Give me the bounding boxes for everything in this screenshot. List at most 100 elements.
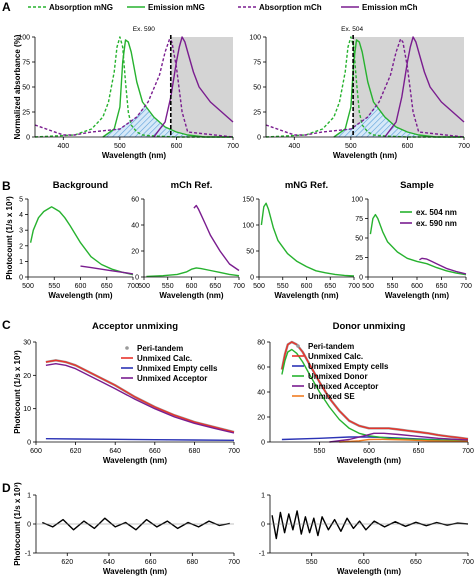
y-tick-label: 80 [257, 340, 265, 347]
series-line-absorption-mch [265, 38, 465, 138]
x-tick-label: 400 [57, 143, 69, 150]
x-tick-label: 600 [171, 143, 183, 150]
chart-c1: 0 10 20 30 600 620 640 660 680 700 Wavelength (nm)… [13, 321, 240, 465]
y-axis-label: Photocount (1/s x 10³) [13, 482, 22, 566]
legend-label-absorption-mch: Absorption mCh [259, 3, 322, 12]
panel-label-b: B [2, 179, 11, 193]
chart-a2: Ex. 504 0 25 50 75 100 400 500 600 700 Wavelength … [249, 26, 470, 160]
series-line-residual [271, 510, 469, 540]
x-tick-label: 700 [127, 283, 139, 290]
series-line-unmixed-acceptor [329, 432, 469, 443]
series-line-emission-mch [384, 36, 465, 138]
legend-label: Unmixed Acceptor [137, 374, 207, 383]
panel-label-a: A [2, 0, 11, 14]
series-line-unmixed-donor [281, 348, 469, 442]
y-tick-label: 100 [242, 223, 254, 230]
y-tick-label: 0 [257, 135, 261, 142]
y-tick-label: -1 [259, 551, 265, 558]
x-axis-label: Wavelength (nm) [274, 291, 338, 300]
y-tick-label: 50 [253, 85, 261, 92]
x-tick-label: 650 [413, 448, 425, 455]
series-line-absorption-mng [34, 36, 233, 138]
x-tick-label: 500 [253, 283, 265, 290]
series-line-unmixed-calc- [45, 359, 235, 433]
chart-a1: Ex. 590 0 25 50 75 100 400 500 600 700 Wavelength … [13, 26, 239, 160]
y-tick-label: 1 [261, 493, 265, 500]
y-tick-label: 0 [27, 440, 31, 447]
legend-label: Unmixed Empty cells [308, 362, 389, 371]
x-axis-label: Wavelength (nm) [337, 456, 401, 465]
legend-label-emission-mng: Emission mNG [148, 3, 205, 12]
y-tick-label: 0 [261, 440, 265, 447]
x-tick-label: 600 [358, 559, 370, 566]
x-tick-label: 620 [70, 448, 82, 455]
chart-legend: ex. 504 nm ex. 590 nm [400, 208, 457, 228]
chart-title: mNG Ref. [285, 180, 328, 191]
series-line-ex-590-nm [80, 265, 134, 275]
y-tick-label: 60 [257, 365, 265, 372]
chart-title: Sample [400, 180, 434, 191]
x-tick-label: 550 [162, 283, 174, 290]
x-tick-label: 700 [348, 283, 360, 290]
x-axis-label: Wavelength (nm) [333, 151, 397, 160]
legend-label: ex. 590 nm [416, 219, 457, 228]
x-tick-label: 600 [186, 283, 198, 290]
chart-title: Donor unmixing [333, 321, 406, 332]
y-tick-label: 20 [257, 415, 265, 422]
series-line-ex-504-nm [146, 267, 240, 278]
series-line-emission-mng [102, 39, 233, 138]
x-tick-label: 600 [30, 448, 42, 455]
y-tick-label: 0 [250, 275, 254, 282]
x-tick-label: 500 [138, 283, 150, 290]
x-tick-label: 650 [410, 559, 422, 566]
chart-c2: 0 20 40 60 80 550 600 650 700 Wavelength (nm) Dono… [257, 321, 474, 465]
y-tick-label: 20 [23, 373, 31, 380]
y-axis-label: Photocount (1/s x 10³) [5, 196, 14, 280]
x-tick-label: 660 [145, 559, 157, 566]
y-tick-label: 20 [131, 249, 139, 256]
x-tick-label: 700 [460, 283, 472, 290]
legend-marker [296, 344, 300, 348]
chart-title: Background [53, 180, 109, 191]
x-tick-label: 700 [228, 559, 240, 566]
x-tick-label: 500 [114, 143, 126, 150]
x-tick-label: 500 [362, 283, 374, 290]
x-tick-label: 600 [75, 283, 87, 290]
x-tick-label: 600 [411, 283, 423, 290]
y-tick-label: 25 [22, 110, 30, 117]
series-line-unmixed-empty-cells [45, 438, 235, 441]
y-tick-label: 60 [131, 197, 139, 204]
y-tick-label: 4 [19, 212, 23, 219]
y-tick-label: 0 [359, 275, 363, 282]
panel-label-d: D [2, 481, 11, 495]
x-tick-label: 700 [458, 143, 470, 150]
legend-label-emission-mch: Emission mCh [362, 3, 418, 12]
legend-label: Unmixed SE [308, 392, 355, 401]
y-tick-label: 100 [249, 35, 261, 42]
series-line-residual [42, 517, 230, 531]
x-tick-label: 600 [363, 448, 375, 455]
y-tick-label: 100 [351, 197, 363, 204]
chart-title: Acceptor unmixing [92, 321, 178, 332]
y-axis-label: Photocount (1/s x 10³) [13, 350, 22, 434]
x-tick-label: 550 [48, 283, 60, 290]
y-tick-label: 25 [355, 255, 363, 262]
chart-d2: -1 0 1 550 600 650 700 Wavelength (nm) [259, 493, 474, 576]
x-tick-label: 620 [61, 559, 73, 566]
y-tick-label: 50 [246, 249, 254, 256]
excitation-annotation: Ex. 504 [341, 26, 363, 33]
x-tick-label: 680 [189, 448, 201, 455]
x-tick-label: 640 [103, 559, 115, 566]
x-tick-label: 700 [462, 559, 474, 566]
y-tick-label: 100 [18, 35, 30, 42]
series-line-ex-504-nm [29, 206, 134, 276]
x-tick-label: 550 [306, 559, 318, 566]
y-tick-label: 75 [253, 60, 261, 67]
y-tick-label: -1 [25, 551, 31, 558]
x-tick-label: 700 [227, 143, 239, 150]
y-tick-label: 40 [131, 223, 139, 230]
y-tick-label: 1 [19, 259, 23, 266]
x-axis-label: Wavelength (nm) [159, 291, 223, 300]
chart-b4: 0 25 50 75 100 500 550 600 650 700 Wavelength (nm)… [351, 180, 472, 300]
